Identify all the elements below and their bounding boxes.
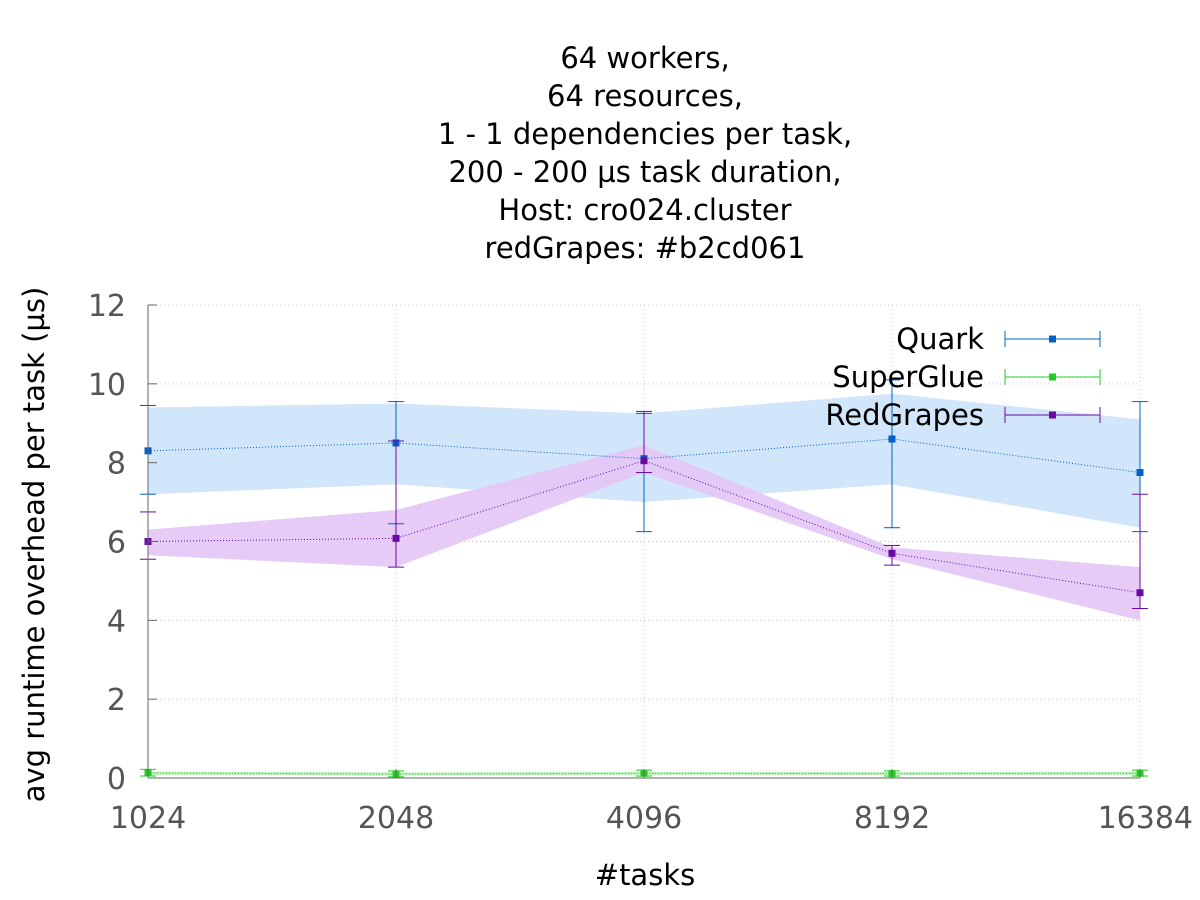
x-axis-label: #tasks [595,858,695,892]
y-tick-label: 10 [88,368,126,403]
y-tick-label: 0 [107,762,126,797]
series-line-quark [147,438,1141,474]
data-point-quark [1136,469,1144,477]
data-point-redgrapes [1136,589,1144,597]
title-line: 64 resources, [547,79,743,113]
legend-marker-quark [1049,335,1056,343]
legend: Quark SuperGlue RedGrapes [825,322,1101,432]
legend-marker-superglue [1049,373,1056,381]
x-tick-label: 2048 [358,801,434,836]
title-line: 1 - 1 dependencies per task, [438,117,852,151]
data-point-redgrapes [392,534,400,542]
legend-label-superglue: SuperGlue [832,360,984,394]
y-tick-label: 4 [107,604,126,639]
data-point-redgrapes [888,549,896,557]
x-tick-label: 1024 [110,801,186,836]
y-tick-label: 8 [107,447,126,482]
title-line: Host: cro024.cluster [498,193,791,227]
y-tick-label: 12 [88,289,126,324]
y-tick-label: 2 [107,683,126,718]
x-tick-label: 4096 [606,801,682,836]
y-tick-label: 6 [107,526,126,561]
data-point-redgrapes [640,457,648,465]
chart-title: 64 workers, 64 resources, 1 - 1 dependenci… [438,41,852,265]
band-redgrapes [148,444,1140,621]
x-tick-label: 8192 [854,801,930,836]
data-point-quark [888,435,896,443]
legend-label-quark: Quark [896,322,984,356]
title-line: 200 - 200 µs task duration, [448,155,841,189]
x-tick-label: 16384 [1098,801,1193,836]
title-line: 64 workers, [560,41,729,75]
legend-label-redgrapes: RedGrapes [825,398,984,432]
series-line-superglue [147,772,1141,775]
axis-ticks: 0 2 4 6 8 10 12 1024 2048 4096 8192 16384 [88,289,1193,836]
title-line: redGrapes: #b2cd061 [485,231,806,265]
series [140,379,1148,778]
y-axis-label: avg runtime overhead per task (µs) [17,287,51,803]
legend-marker-redgrapes [1049,411,1056,419]
